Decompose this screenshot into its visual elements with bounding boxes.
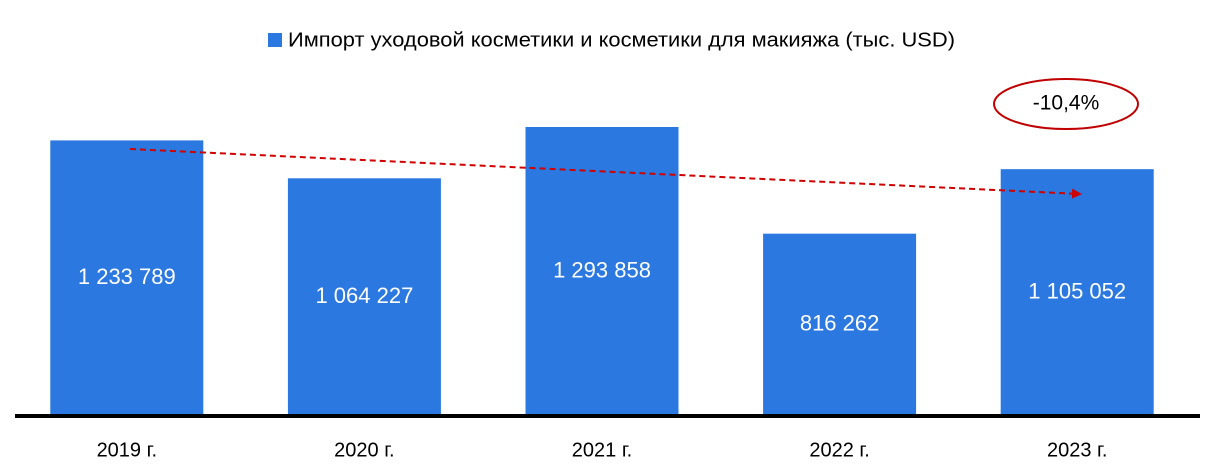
value-label: 1 293 858 xyxy=(553,257,651,282)
annotation-ellipse xyxy=(993,78,1139,130)
legend: Импорт уходовой косметики и косметики дл… xyxy=(268,29,955,51)
value-label: 816 262 xyxy=(800,311,880,336)
bar xyxy=(287,178,441,416)
bar xyxy=(525,127,679,416)
bar xyxy=(763,233,917,416)
trend-arrow xyxy=(129,148,1082,199)
legend-label: Импорт уходовой косметики и косметики дл… xyxy=(288,29,955,51)
legend-swatch xyxy=(268,33,282,47)
value-label: 1 064 227 xyxy=(315,283,413,308)
x-tick-label: 2021 г. xyxy=(572,439,632,461)
bar xyxy=(1000,169,1154,416)
x-tick-label: 2022 г. xyxy=(809,439,869,461)
annotation: -10,4% xyxy=(1033,92,1100,115)
x-tick-label: 2020 г. xyxy=(334,439,394,461)
bar xyxy=(50,140,204,417)
x-tick-label: 2023 г. xyxy=(1047,439,1107,461)
value-label: 1 233 789 xyxy=(78,264,176,289)
value-label: 1 105 052 xyxy=(1028,278,1126,303)
x-tick-label: 2019 г. xyxy=(97,439,157,461)
